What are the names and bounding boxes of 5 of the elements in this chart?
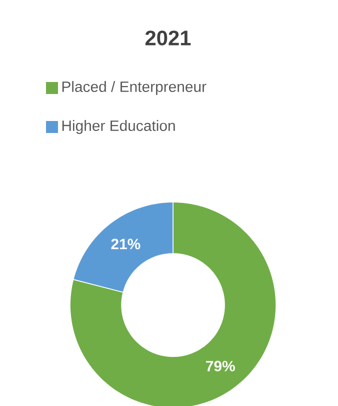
data-label: 79% [206, 360, 235, 372]
data-label: 21% [111, 238, 140, 250]
legend-label: Placed / Enterpreneur [62, 81, 206, 95]
chart-title: 2021 [145, 30, 191, 46]
legend-label: Higher Education [62, 120, 175, 134]
